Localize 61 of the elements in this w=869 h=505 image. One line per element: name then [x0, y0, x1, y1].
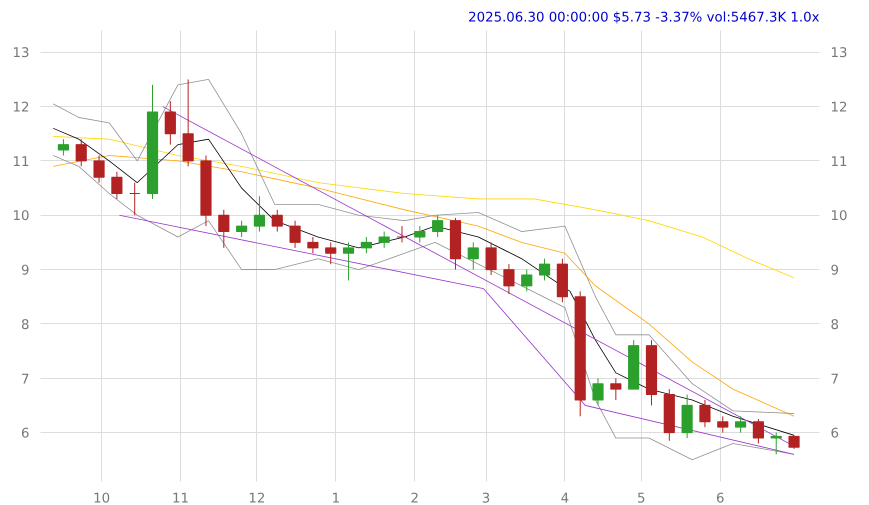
candlestick — [164, 100, 176, 146]
candlestick — [111, 171, 122, 200]
y2-tick-label: 6 — [830, 426, 839, 442]
candlestick — [58, 138, 70, 156]
candlestick — [717, 416, 728, 434]
y-tick-label: 9 — [21, 264, 30, 279]
y-tick-label: 13 — [12, 46, 30, 62]
candlestick — [521, 269, 532, 292]
candlestick — [289, 220, 301, 248]
candlestick — [468, 242, 479, 270]
y2-tick-label: 8 — [830, 318, 839, 333]
candlestick — [770, 432, 782, 455]
y-tick-label: 8 — [21, 318, 30, 333]
candlestick — [218, 209, 230, 248]
candlestick — [93, 154, 105, 184]
candlestick — [76, 138, 87, 167]
candlestick — [254, 196, 266, 232]
candlestick — [699, 399, 711, 428]
line-series — [119, 214, 794, 455]
line-series — [52, 136, 794, 278]
chart-title: 2025.06.30 00:00:00 $5.73 -3.37% vol:5467.3K 1.0x — [468, 10, 820, 26]
y-tick-label: 11 — [12, 154, 30, 170]
y2-tick-label: 13 — [830, 46, 848, 62]
y2-tick-label: 10 — [830, 209, 848, 224]
x-tick-label: 5 — [637, 492, 646, 505]
candlestick — [788, 434, 800, 450]
candlestick — [752, 418, 764, 444]
candlestick — [734, 416, 746, 434]
y2-tick-label: 9 — [830, 264, 839, 279]
candlestick — [503, 264, 515, 295]
y-tick-label: 10 — [12, 209, 30, 224]
x-tick-label: 3 — [482, 492, 490, 505]
x-tick-label: 12 — [248, 492, 266, 505]
y2-tick-label: 12 — [830, 100, 848, 116]
candlestick — [432, 214, 444, 238]
x-tick-label: 11 — [172, 492, 190, 505]
y2-tick-label: 11 — [830, 154, 848, 170]
x-tick-label: 4 — [560, 492, 570, 505]
candlestick — [342, 242, 354, 281]
candlestick — [486, 242, 497, 276]
x-tick-label: 2 — [410, 492, 419, 505]
candlestick — [129, 182, 140, 216]
x-tick-label: 1 — [332, 492, 340, 505]
candlestick — [360, 236, 372, 254]
candlestick — [414, 226, 426, 243]
candlestick — [396, 226, 408, 243]
candlestick — [610, 378, 622, 400]
candlestick — [592, 378, 604, 406]
candlestick — [307, 236, 318, 254]
candlestick — [325, 242, 336, 265]
y-tick-label: 12 — [12, 100, 30, 116]
candlestick — [378, 231, 390, 248]
line-series — [52, 79, 794, 414]
x-tick-label: 6 — [716, 492, 724, 505]
y2-tick-label: 7 — [830, 372, 839, 388]
candlestick — [236, 220, 248, 238]
y-tick-label: 6 — [21, 426, 30, 442]
y-tick-label: 7 — [21, 372, 30, 388]
candlestick — [272, 209, 283, 232]
candlestick — [538, 258, 550, 281]
x-tick-label: 10 — [93, 492, 110, 505]
